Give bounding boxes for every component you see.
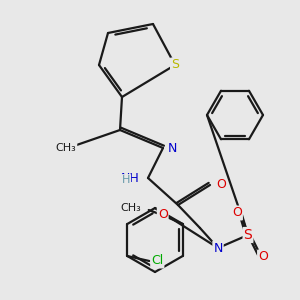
Text: NH: NH bbox=[121, 172, 140, 184]
Text: CH₃: CH₃ bbox=[56, 143, 76, 153]
Text: O: O bbox=[258, 250, 268, 263]
Text: S: S bbox=[171, 58, 179, 71]
Text: H: H bbox=[122, 175, 130, 185]
Text: O: O bbox=[158, 208, 168, 220]
Text: O: O bbox=[216, 178, 226, 191]
Text: N: N bbox=[213, 242, 223, 254]
Text: Cl: Cl bbox=[151, 254, 164, 268]
Text: O: O bbox=[232, 206, 242, 220]
Text: S: S bbox=[244, 228, 252, 242]
Text: N: N bbox=[168, 142, 177, 154]
Text: CH₃: CH₃ bbox=[120, 203, 141, 213]
